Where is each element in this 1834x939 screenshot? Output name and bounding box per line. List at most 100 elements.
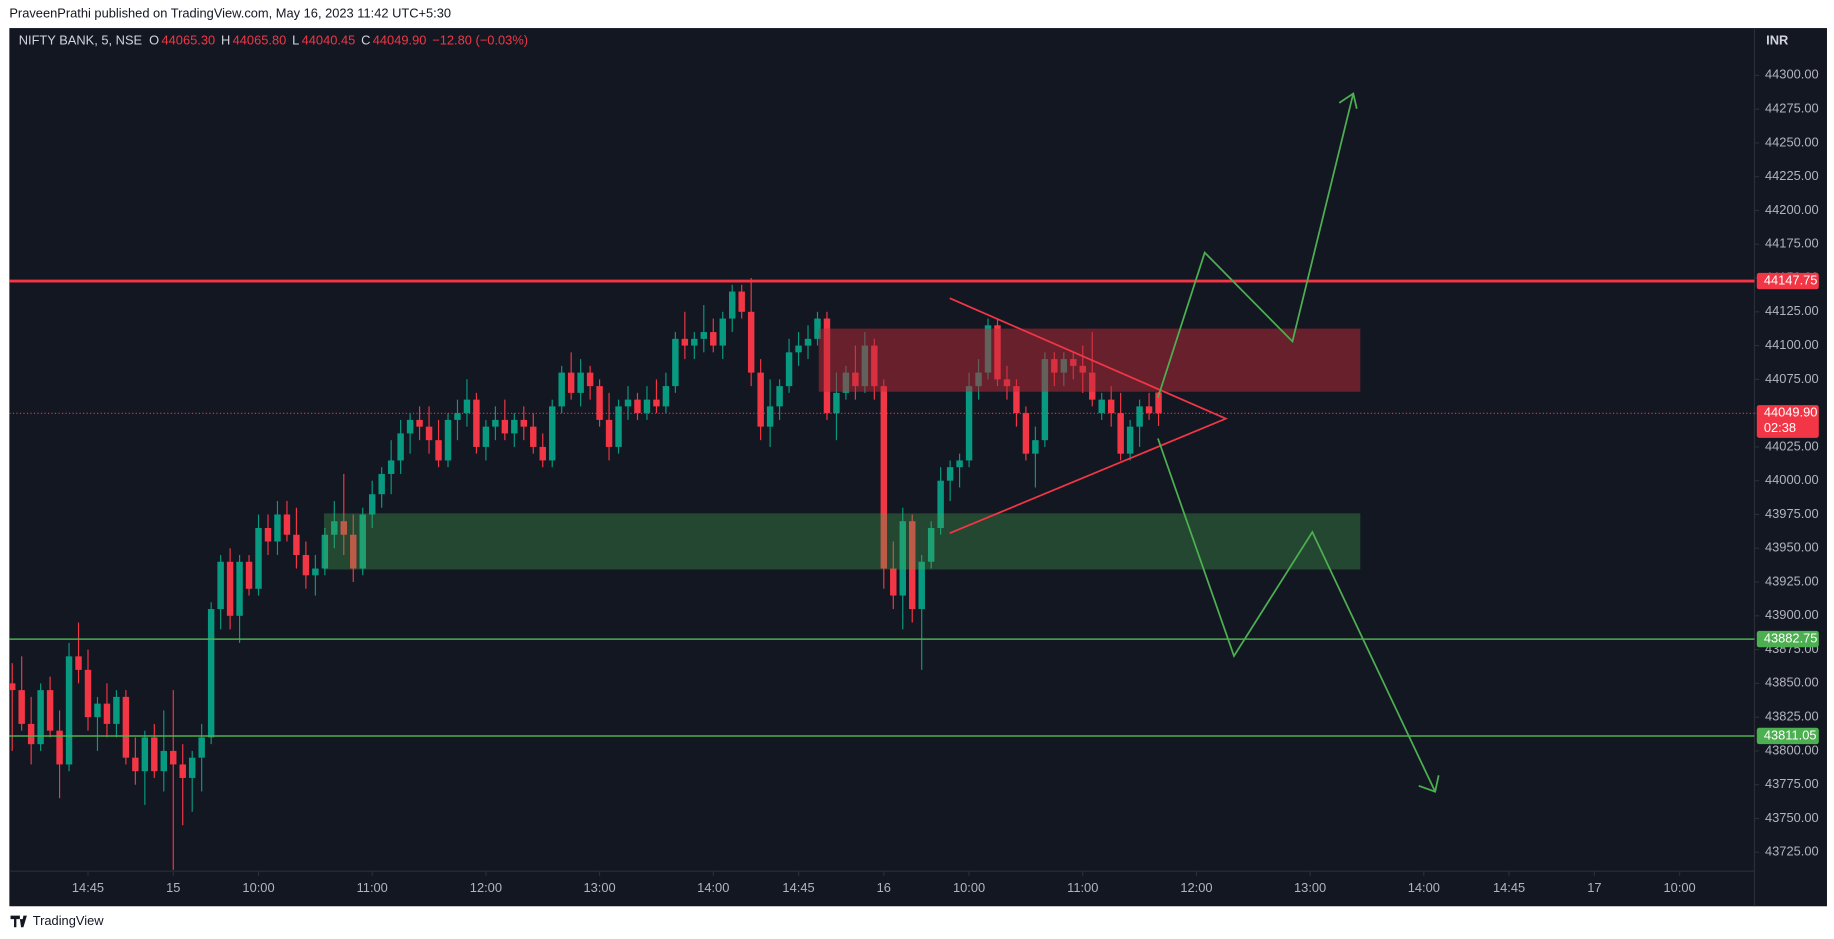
candle-body	[151, 737, 158, 772]
candle-body	[624, 399, 632, 407]
price-label: 43882.75	[1764, 631, 1818, 646]
pane	[9, 28, 1827, 907]
x-tick-label: 13:00	[1294, 880, 1326, 895]
bearish-arrowhead	[1418, 775, 1440, 793]
candle-body	[662, 386, 670, 407]
candle-body	[387, 460, 395, 474]
candle-body	[1098, 399, 1105, 414]
header: NIFTY BANK, 5, NSE O 44065.30 H 44065.80 L 440…	[19, 32, 528, 47]
candle-body	[312, 568, 319, 576]
candle-body	[350, 534, 357, 569]
candle-body	[65, 656, 73, 765]
candle-body	[1136, 406, 1143, 427]
candle-body	[132, 757, 139, 772]
candle-body	[198, 737, 205, 758]
plot: 43725.00 43750.00 43775.00 43800.00 43825.00…	[8, 67, 1819, 895]
candle-body	[236, 561, 243, 616]
candle-body	[918, 561, 925, 610]
legend-value: 44049.90	[373, 32, 427, 47]
candle-body	[207, 609, 215, 738]
bearish-path	[1157, 438, 1436, 793]
candle-body	[444, 419, 452, 461]
candle-body	[700, 332, 708, 339]
candle-body	[1013, 386, 1020, 414]
candle-body	[463, 399, 471, 414]
last-price-label: 44049.90	[1764, 405, 1818, 420]
candle-body	[84, 669, 92, 718]
candle-body	[909, 521, 916, 610]
y-tick-label: 44125.00	[1765, 303, 1819, 318]
candle-body	[141, 737, 149, 772]
y-tick-label: 43900.00	[1765, 607, 1819, 622]
countdown: 02:38	[1764, 420, 1796, 435]
y-tick-label: 44225.00	[1765, 168, 1819, 183]
candle-body	[596, 386, 603, 420]
candle-body	[567, 372, 575, 393]
x-tick-label: 10:00	[1664, 880, 1696, 895]
candle-body	[425, 426, 433, 441]
currency: INR	[1766, 32, 1789, 47]
candle-body	[814, 318, 821, 339]
candle-body	[103, 703, 111, 724]
y-tick-label: 43775.00	[1765, 776, 1819, 791]
candle-body	[833, 392, 840, 414]
candle-body	[899, 521, 906, 596]
y-tick-label: 43725.00	[1765, 844, 1819, 859]
x-tick-label: 11:00	[357, 880, 388, 895]
brand-name: TradingView	[33, 913, 104, 928]
legend-key: L	[292, 32, 299, 47]
legend-value: 44065.80	[233, 32, 287, 47]
x-tick-label: 10:00	[242, 880, 274, 895]
x-tick-label: 15	[166, 880, 180, 895]
bullish-path	[1157, 93, 1355, 398]
candle-body	[1041, 359, 1049, 441]
candle-body	[170, 750, 177, 765]
candle-body	[530, 426, 537, 447]
legend-key: H	[221, 32, 230, 47]
candle-body	[757, 372, 764, 427]
candle-body	[454, 413, 461, 420]
y-tick-label: 43800.00	[1765, 742, 1819, 757]
candle-body	[710, 332, 717, 346]
candle-body	[605, 419, 613, 447]
candle-body	[397, 433, 404, 461]
candle-body	[1145, 406, 1153, 414]
legend-key: O	[149, 32, 159, 47]
candle-body	[293, 534, 300, 556]
x-tick-label: 13:00	[583, 880, 615, 895]
candle-body	[672, 338, 679, 387]
candle-body	[37, 690, 44, 745]
y-tick-label: 44000.00	[1765, 472, 1819, 487]
candle-body	[283, 514, 291, 535]
candle-body	[274, 514, 281, 542]
y-tick-label: 44100.00	[1765, 337, 1819, 352]
candle-body	[956, 460, 963, 468]
x-tick-label: 17	[1587, 880, 1601, 895]
candle-body	[56, 730, 63, 765]
candle-body	[615, 406, 622, 447]
candle-body	[539, 446, 546, 461]
candle-body	[75, 656, 82, 670]
support-zone	[323, 513, 1361, 570]
x-tick-label: 14:00	[1408, 880, 1440, 895]
candle-body	[302, 555, 310, 576]
candle-body	[558, 372, 565, 407]
y-tick-label: 43850.00	[1765, 675, 1819, 690]
brand: TradingView	[10, 913, 104, 928]
candle-body	[226, 561, 234, 616]
candle-body	[520, 419, 528, 427]
price-label-box	[1756, 727, 1819, 745]
price-label: 43811.05	[1764, 727, 1817, 742]
x-tick-label: 10:00	[953, 880, 985, 895]
candle-body	[548, 406, 556, 461]
y-tick-label: 44175.00	[1765, 236, 1819, 251]
candle-body	[586, 372, 594, 387]
x-tick-label: 11:00	[1067, 880, 1098, 895]
triangle-pattern	[949, 297, 1229, 535]
x-tick-label: 16	[877, 880, 891, 895]
y-tick-label: 44275.00	[1765, 101, 1819, 116]
candle-body	[643, 399, 651, 414]
candle-body	[766, 406, 774, 427]
candle-body	[435, 440, 442, 461]
